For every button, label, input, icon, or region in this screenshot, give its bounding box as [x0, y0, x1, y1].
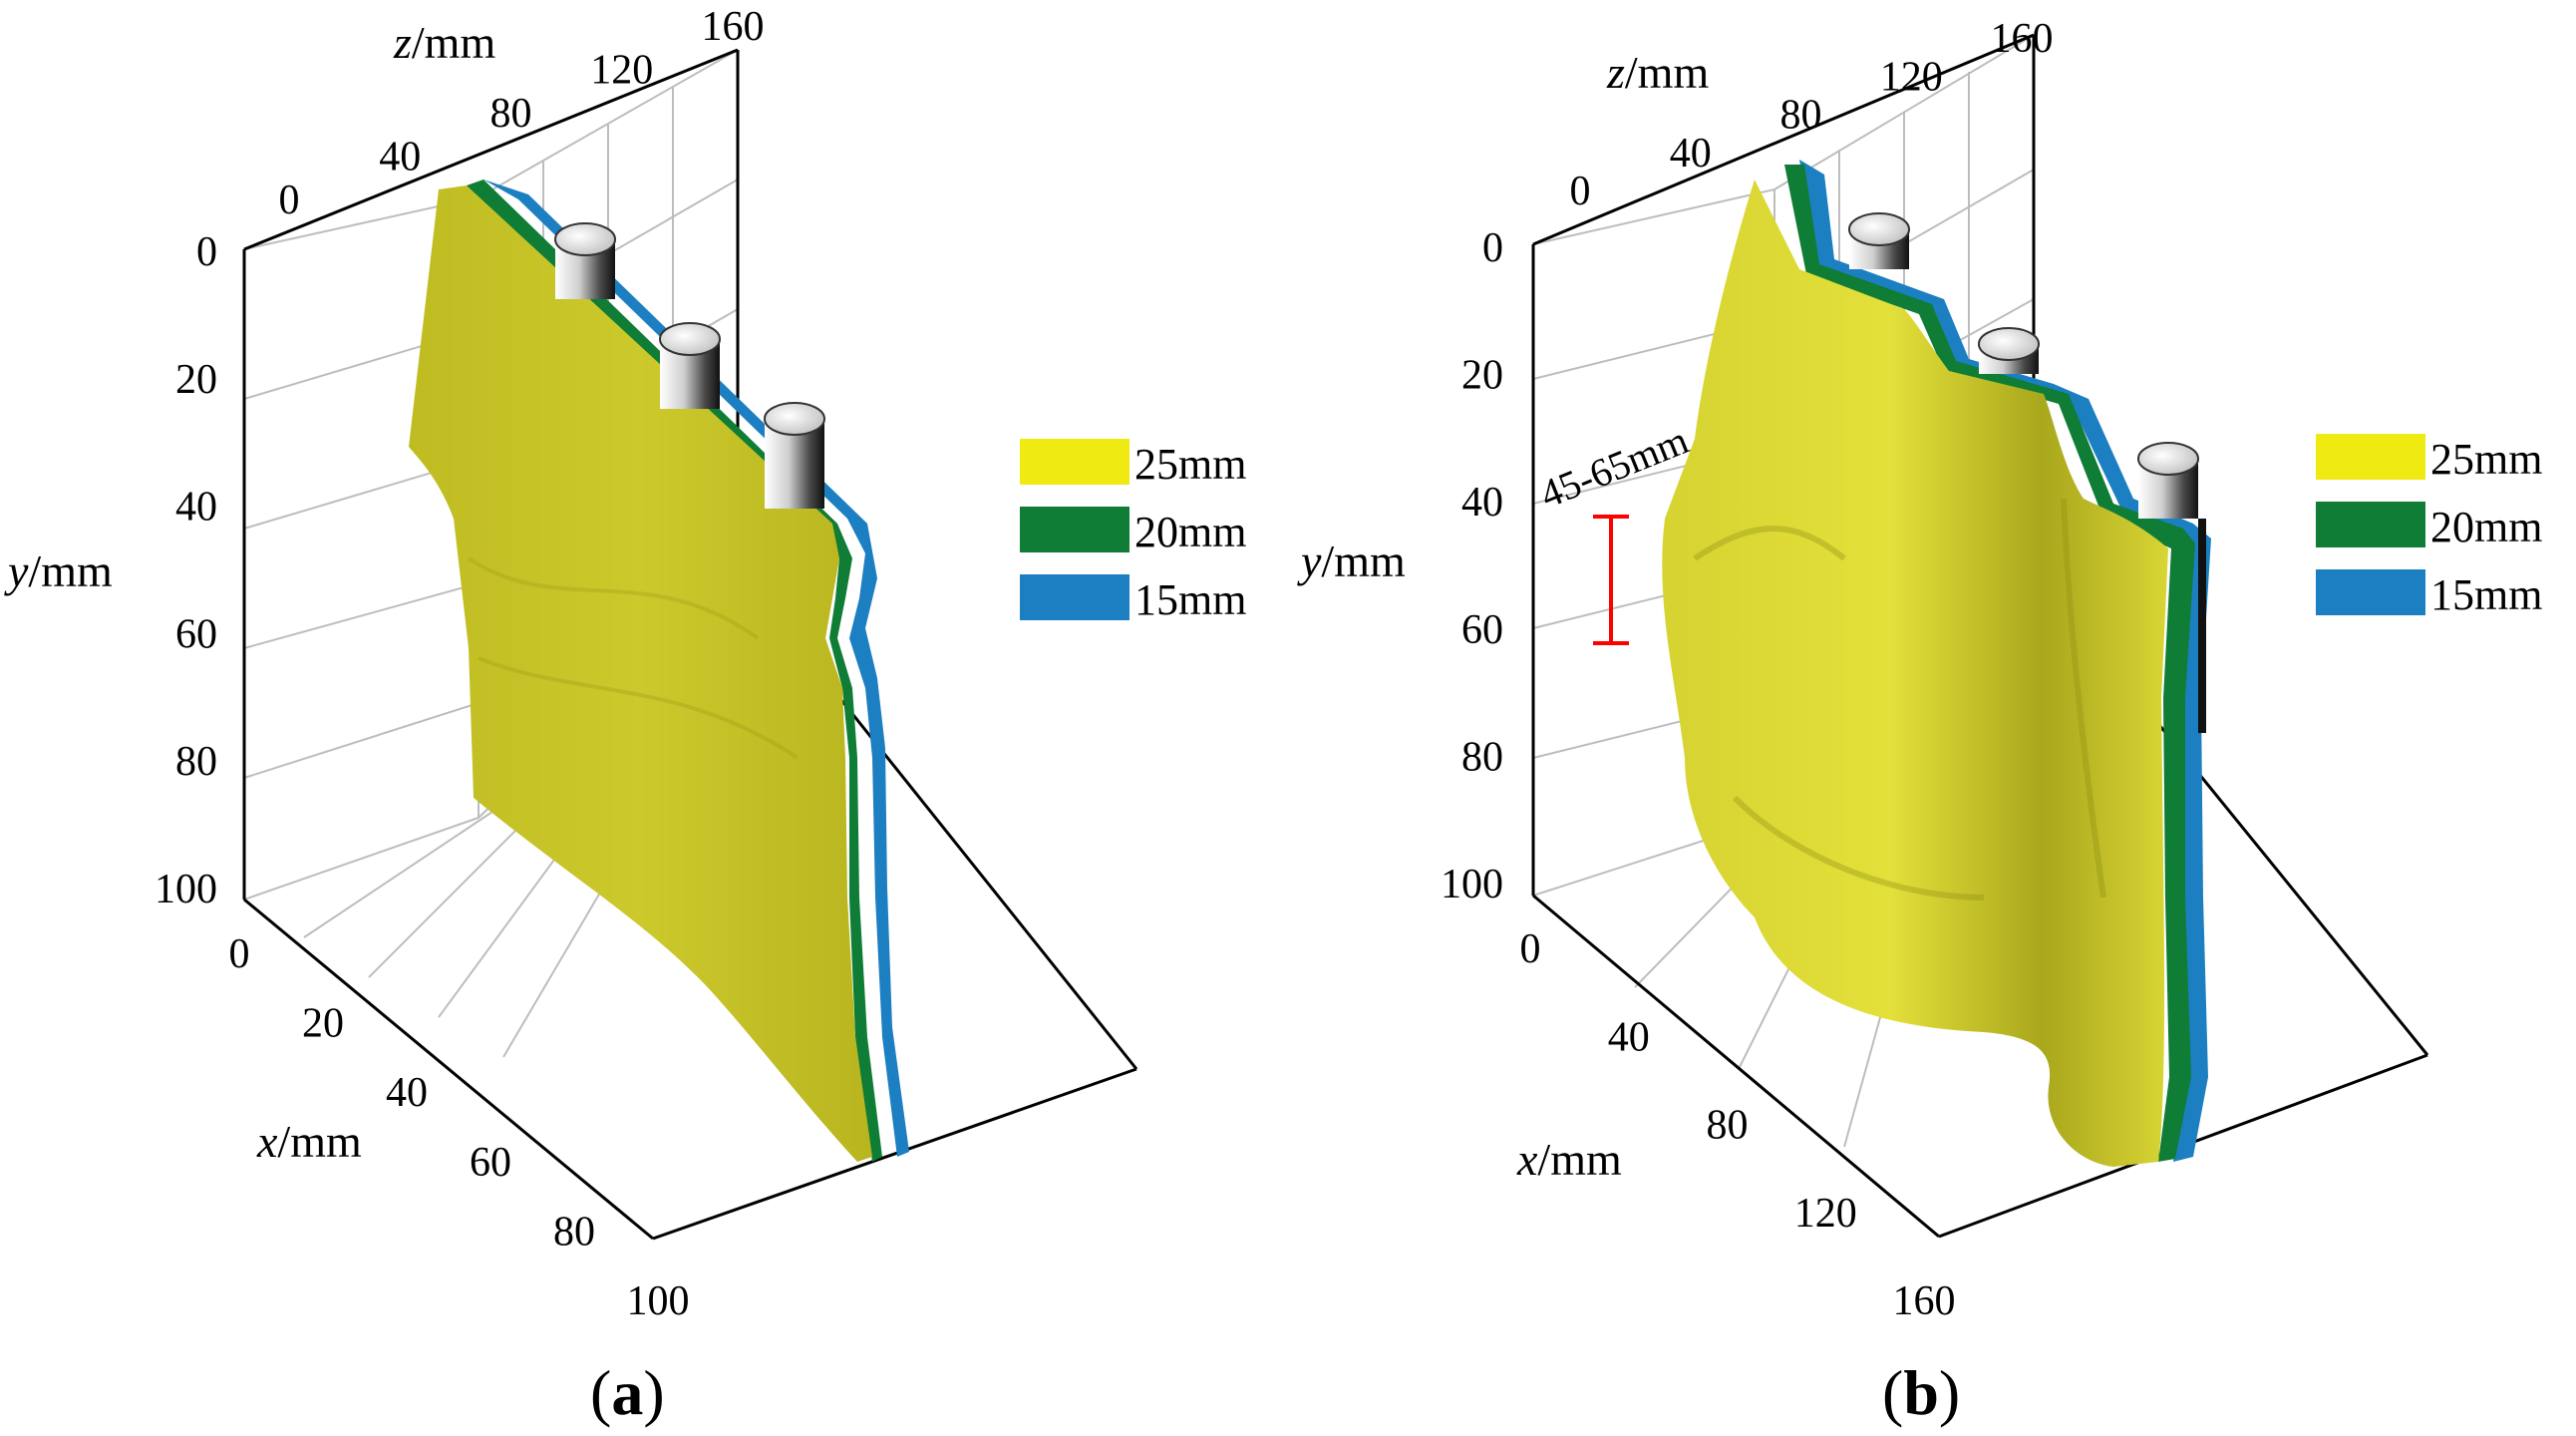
x-axis-tick-label: 40 — [1608, 1014, 1650, 1060]
z-axis-tick-label: 120 — [590, 48, 653, 94]
x-axis-tick-label: 0 — [229, 931, 250, 977]
panel-letter: b — [1903, 1357, 1939, 1428]
cylinder — [764, 402, 825, 509]
y-var: y — [4, 545, 29, 596]
panel-b-label: (b) — [1882, 1357, 1960, 1428]
legend-swatch — [1020, 574, 1129, 620]
x-axis-tick-label: 80 — [1707, 1103, 1749, 1149]
y-axis-tick-label: 100 — [1441, 862, 1503, 907]
panel-a-x-axis-label: x/mm — [256, 1116, 362, 1167]
cylinder — [2137, 442, 2206, 733]
panel-b-cylinders — [1848, 212, 2206, 733]
z-axis-tick-label: 40 — [1670, 131, 1712, 177]
x-axis-tick-label: 80 — [553, 1209, 595, 1255]
legend-label: 20mm — [2430, 503, 2542, 551]
z-axis-tick-label: 120 — [1880, 54, 1943, 100]
y-axis-tick-label: 60 — [1461, 607, 1503, 653]
x-axis-tick-label: 160 — [1893, 1278, 1956, 1324]
x-unit: /mm — [277, 1116, 362, 1167]
x-axis-tick-label: 120 — [1794, 1191, 1857, 1237]
x-axis-tick-label: 60 — [470, 1140, 511, 1186]
y-var: y — [1297, 536, 1322, 586]
x-var: x — [1516, 1134, 1538, 1185]
legend-swatch — [2316, 502, 2425, 547]
panel-b-y-axis-label: y/mm — [1297, 536, 1406, 586]
y-axis-tick-label: 20 — [175, 357, 217, 403]
paren-open: ( — [590, 1357, 611, 1428]
panel-b-legend: 25mm 20mm 15mm — [2316, 434, 2542, 619]
x-unit: /mm — [1537, 1134, 1622, 1185]
x-axis-tick-label: 20 — [302, 1001, 344, 1047]
panel-a-z-axis-label: z/mm — [393, 17, 495, 68]
cylinder — [659, 322, 721, 409]
legend-swatch — [2316, 569, 2425, 615]
cylinder — [554, 222, 616, 299]
panel-a-surface-shading — [467, 556, 800, 760]
legend-label: 15mm — [2430, 570, 2542, 619]
z-axis-tick-label: 0 — [279, 178, 300, 223]
z-var: z — [1606, 47, 1625, 98]
annotation-label: 45-65mm — [1534, 417, 1695, 517]
x-axis-tick-label: 100 — [627, 1278, 690, 1324]
z-axis-tick-label: 80 — [490, 91, 532, 137]
x-axis-tick-label: 0 — [1520, 926, 1541, 972]
panel-a-y-axis-label: y/mm — [4, 545, 113, 596]
z-axis-tick-label: 160 — [1991, 16, 2054, 62]
panel-b-ticks: 0 40 80 120 160 0 20 40 60 80 100 0 40 80 120 160 — [1441, 16, 2054, 1324]
legend-label: 15mm — [1134, 575, 1246, 624]
paren-close: ) — [643, 1357, 664, 1428]
panel-a-legend: 25mm 20mm 15mm — [1020, 439, 1246, 624]
cylinder — [1848, 212, 1910, 269]
paren-close: ) — [1939, 1357, 1960, 1428]
x-var: x — [256, 1116, 278, 1167]
y-axis-tick-label: 60 — [175, 611, 217, 657]
panel-a: 0 40 80 120 160 0 20 40 60 80 100 0 20 40 60 80 100 z/mm… — [4, 4, 1246, 1428]
legend-swatch — [1020, 507, 1129, 552]
z-axis-tick-label: 160 — [702, 4, 765, 50]
y-axis-tick-label: 20 — [1461, 353, 1503, 399]
panel-a-surface-25mm — [409, 185, 872, 1162]
z-axis-tick-label: 0 — [1570, 169, 1591, 214]
panel-b-z-axis-label: z/mm — [1606, 47, 1709, 98]
y-axis-tick-label: 40 — [175, 485, 217, 531]
z-axis-tick-label: 40 — [379, 135, 421, 180]
y-axis-tick-label: 80 — [175, 739, 217, 785]
y-unit: /mm — [1321, 536, 1406, 586]
panel-b-surface-25mm — [1662, 180, 2168, 1167]
panel-a-label: (a) — [590, 1357, 665, 1428]
y-axis-tick-label: 0 — [1482, 225, 1503, 271]
legend-swatch — [2316, 434, 2425, 480]
z-axis-tick-label: 80 — [1780, 93, 1822, 139]
legend-swatch — [1020, 439, 1129, 485]
y-axis-tick-label: 40 — [1461, 480, 1503, 526]
y-axis-tick-label: 80 — [1461, 734, 1503, 780]
legend-label: 25mm — [1134, 440, 1246, 489]
z-unit: /mm — [412, 17, 496, 68]
y-axis-tick-label: 100 — [155, 867, 217, 912]
paren-open: ( — [1882, 1357, 1903, 1428]
x-axis-tick-label: 40 — [386, 1070, 428, 1116]
panel-b: 45-65mm 0 40 80 120 160 0 20 40 60 80 100 0 40 80 120 1… — [1297, 16, 2542, 1428]
y-unit: /mm — [28, 545, 113, 596]
panel-letter: a — [611, 1357, 643, 1428]
annotation-bracket — [1593, 515, 1629, 645]
panel-a-ticks: 0 40 80 120 160 0 20 40 60 80 100 0 20 40 60 80 100 — [155, 4, 765, 1324]
legend-label: 20mm — [1134, 508, 1246, 556]
z-unit: /mm — [1625, 47, 1710, 98]
panel-a-cylinders — [554, 222, 825, 509]
panel-b-x-axis-label: x/mm — [1516, 1134, 1622, 1185]
cylinder — [1978, 327, 2040, 374]
z-var: z — [393, 17, 412, 68]
legend-label: 25mm — [2430, 435, 2542, 484]
y-axis-tick-label: 0 — [196, 229, 217, 275]
panel-b-surface-shading — [1693, 498, 2106, 900]
